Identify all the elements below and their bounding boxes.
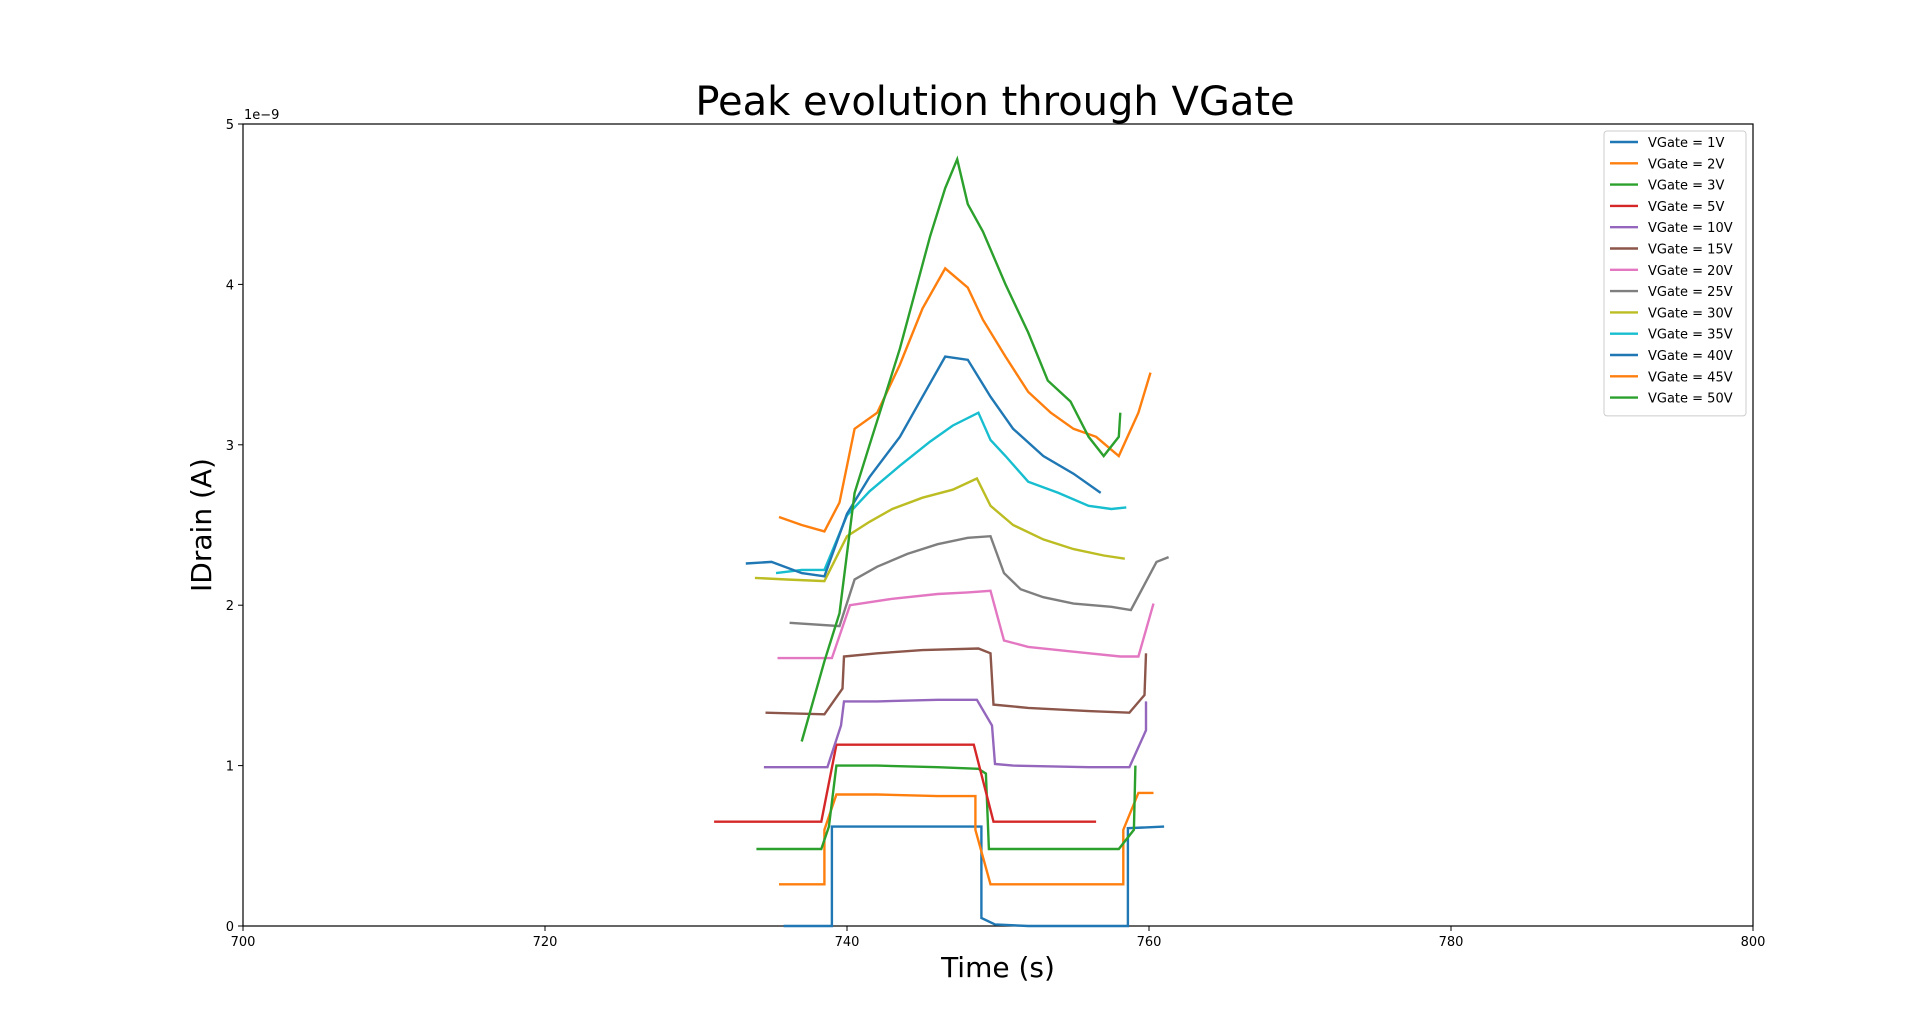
legend-label: VGate = 3V — [1648, 179, 1724, 194]
series-line-5 — [763, 698, 1148, 769]
series-line-8 — [789, 534, 1170, 628]
legend-label: VGate = 2V — [1648, 157, 1724, 172]
x-tick-label: 760 — [1137, 935, 1162, 950]
series-line-1 — [783, 825, 1165, 928]
plot-area — [242, 123, 1754, 927]
x-tick-label: 800 — [1741, 935, 1766, 950]
y-tick-label: 4 — [226, 278, 234, 293]
y-tick-label: 3 — [226, 439, 234, 454]
legend-label: VGate = 25V — [1648, 285, 1733, 300]
x-tick-label: 720 — [533, 935, 558, 950]
y-tick-label: 1 — [226, 760, 234, 775]
legend: VGate = 1V VGate = 2V VGate = 3V VGate = 5V… — [1603, 130, 1747, 417]
series-line-7 — [777, 589, 1155, 660]
y-axis: 0 1 2 3 4 5 — [226, 118, 243, 935]
y-tick-label: 2 — [226, 599, 234, 614]
y-multiplier-label: 1e−9 — [244, 108, 279, 123]
legend-label: VGate = 1V — [1648, 136, 1724, 151]
legend-label: VGate = 15V — [1648, 243, 1733, 258]
legend-label: VGate = 50V — [1648, 392, 1733, 407]
series-line-9 — [754, 476, 1125, 583]
series-line-13 — [800, 155, 1122, 742]
legend-label: VGate = 35V — [1648, 328, 1733, 343]
x-axis: 700 720 740 760 780 800 — [231, 926, 1766, 950]
legend-label: VGate = 5V — [1648, 200, 1724, 215]
legend-label: VGate = 10V — [1648, 221, 1733, 236]
x-tick-label: 700 — [231, 935, 256, 950]
x-axis-label: Time (s) — [940, 951, 1055, 984]
series-line-4 — [714, 743, 1097, 823]
series-line-12 — [778, 266, 1152, 533]
legend-label: VGate = 40V — [1648, 349, 1733, 364]
x-tick-label: 780 — [1439, 935, 1464, 950]
y-tick-label: 0 — [226, 920, 234, 935]
legend-box — [1603, 130, 1747, 417]
series-line-6 — [765, 647, 1148, 716]
legend-label: VGate = 45V — [1648, 370, 1733, 385]
x-tick-label: 740 — [835, 935, 860, 950]
legend-label: VGate = 20V — [1648, 264, 1733, 279]
series-line-2 — [779, 791, 1154, 886]
chart-title: Peak evolution through VGate — [695, 79, 1294, 125]
series-line-3 — [756, 764, 1137, 851]
y-axis-label: IDrain (A) — [185, 458, 218, 592]
series-layer — [714, 155, 1170, 928]
legend-label: VGate = 30V — [1648, 306, 1733, 321]
series-line-11 — [745, 355, 1102, 578]
y-tick-label: 5 — [226, 118, 234, 133]
